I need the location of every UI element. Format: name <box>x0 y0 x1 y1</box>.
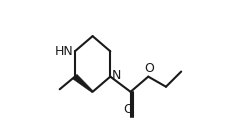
Text: O: O <box>144 62 153 75</box>
Text: HN: HN <box>54 45 73 58</box>
Polygon shape <box>72 74 93 93</box>
Text: O: O <box>123 103 133 116</box>
Text: N: N <box>112 69 121 82</box>
